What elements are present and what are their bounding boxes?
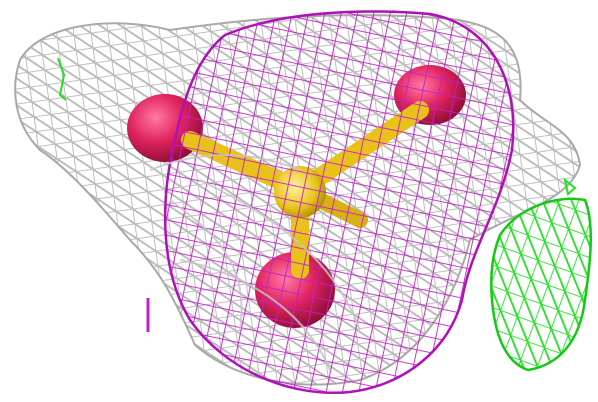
grey-front-strands	[149, 154, 361, 371]
green-fragment	[57, 57, 67, 101]
